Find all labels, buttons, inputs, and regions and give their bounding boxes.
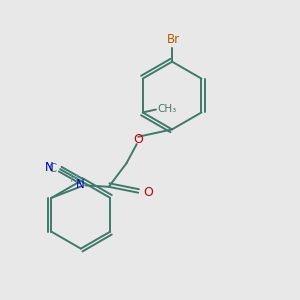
Text: O: O <box>143 186 153 199</box>
Text: C: C <box>48 162 57 175</box>
Text: N: N <box>76 178 85 191</box>
Text: N: N <box>44 161 53 174</box>
Text: CH₃: CH₃ <box>158 104 177 114</box>
Text: H: H <box>70 174 78 184</box>
Text: Br: Br <box>167 33 180 46</box>
Text: O: O <box>133 133 143 146</box>
